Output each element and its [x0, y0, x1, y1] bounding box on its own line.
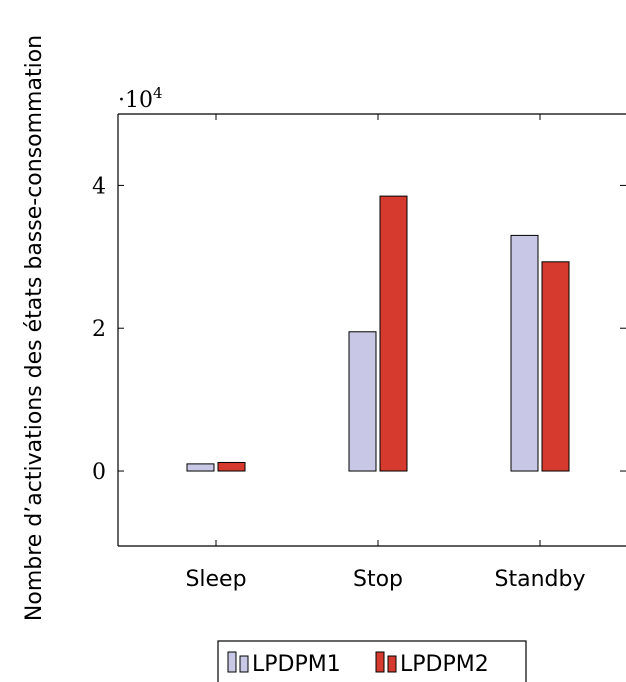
axis-ticks — [118, 114, 626, 546]
y-tick-label-2: 4 — [92, 174, 106, 199]
legend-label-lpdpm1: LPDPM1 — [252, 652, 341, 677]
legend: LPDPM1 LPDPM2 — [217, 640, 527, 682]
category-labels: Sleep Stop Standby — [185, 567, 585, 592]
plot-frame — [117, 113, 626, 547]
legend-box — [217, 640, 527, 682]
y-axis-multiplier-exponent: 4 — [153, 84, 163, 102]
bars — [186, 195, 570, 472]
y-tick-labels: 0 2 4 — [92, 174, 106, 485]
x-tick-label-stop: Stop — [353, 567, 403, 592]
bar-lpdpm1-sleep — [186, 463, 215, 472]
y-axis-title: Nombre d’activations des états basse-con… — [22, 35, 47, 621]
legend-label-lpdpm2: LPDPM2 — [400, 652, 489, 677]
bar-lpdpm1-standby — [510, 234, 539, 472]
legend-swatch-lpdpm1-a — [227, 651, 237, 673]
legend-swatch-lpdpm2-a — [375, 651, 385, 673]
y-axis-multiplier: ·104 — [118, 84, 163, 113]
legend-swatch-lpdpm2-b — [387, 655, 397, 673]
bar-lpdpm2-sleep — [217, 461, 246, 472]
y-axis-multiplier-base: ·10 — [118, 88, 153, 113]
x-tick-label-standby: Standby — [495, 567, 586, 592]
y-tick-label-0: 0 — [92, 460, 106, 485]
bar-lpdpm2-standby — [541, 261, 570, 472]
bar-lpdpm2-stop — [379, 195, 408, 472]
bar-lpdpm1-stop — [348, 331, 377, 472]
legend-swatch-lpdpm1-b — [239, 655, 249, 673]
x-tick-label-sleep: Sleep — [185, 567, 246, 592]
y-tick-label-1: 2 — [92, 317, 106, 342]
